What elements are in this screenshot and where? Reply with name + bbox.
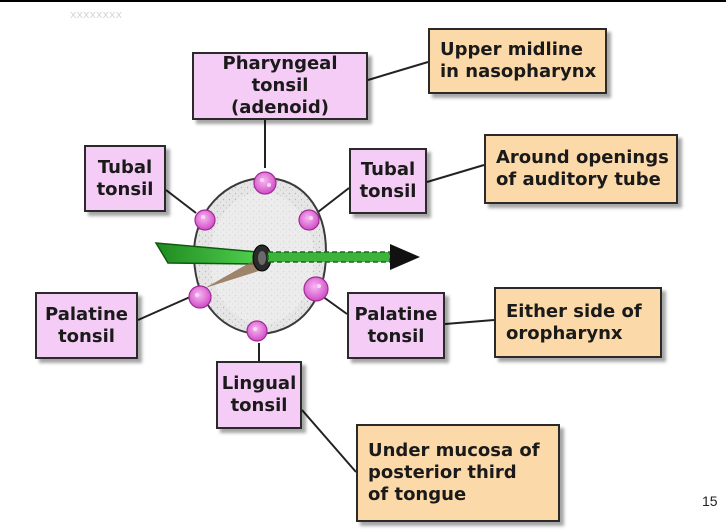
tonsil-icon-palatine-right [303,276,329,302]
tonsil-icon-pharyngeal [253,171,277,195]
connector-palatine-right [321,295,348,315]
description-around-openings: Around openings of auditory tube [484,134,678,204]
connector-tubal-right [317,187,350,213]
tonsil-icon-lingual [246,320,268,342]
brown-wedge [205,258,262,288]
description-under-mucosa: Under mucosa of posterior third of tongu… [356,424,560,522]
tonsil-markers [188,171,329,342]
top-rule-line [0,0,726,2]
arrow-head-icon [390,244,420,270]
connector-upper [367,61,429,81]
description-either-side: Either side of oropharynx [494,287,662,358]
connector-palatine-left [137,296,191,321]
label-palatine-tonsil-left: Palatine tonsil [35,292,138,359]
connector-either [444,319,495,325]
label-palatine-tonsil-right: Palatine tonsil [347,292,445,359]
connector-around [426,164,485,183]
label-tubal-tonsil-right: Tubal tonsil [349,148,427,214]
page-number: 15 [702,493,718,509]
connector-lines [137,61,495,473]
label-lingual-tonsil: Lingual tonsil [216,361,302,429]
connector-under [301,409,357,473]
faint-header-text: xxxxxxxx [70,8,123,21]
tonsil-icon-tubal-right [298,209,320,231]
connector-tubal-left [165,189,197,214]
tonsil-icon-tubal-left [194,209,216,231]
description-upper-midline: Upper midline in nasopharynx [428,28,607,94]
arrow-shaft [267,251,391,263]
label-pharyngeal-tonsil: Pharyngeal tonsil (adenoid) [192,52,368,120]
label-tubal-tonsil-left: Tubal tonsil [84,145,166,212]
tonsil-icon-palatine-left [188,285,212,309]
